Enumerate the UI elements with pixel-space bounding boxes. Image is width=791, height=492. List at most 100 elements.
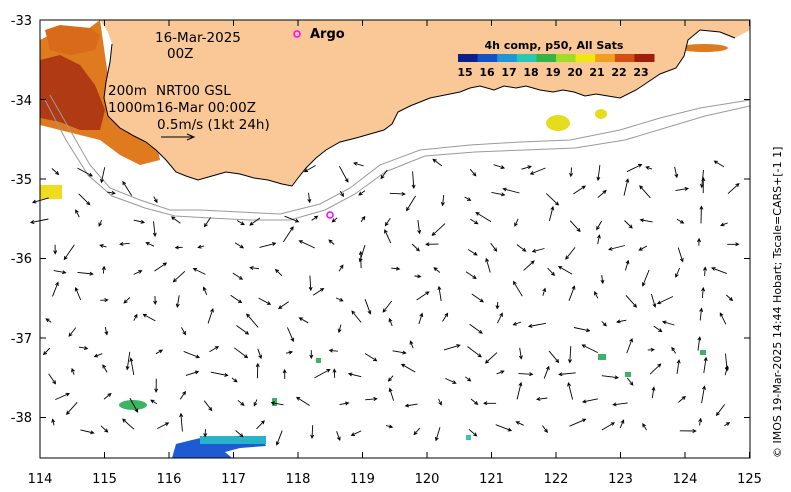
contour-200-label: 200m — [108, 83, 147, 99]
contour-1000m — [44, 99, 750, 221]
current-arrow — [387, 375, 394, 382]
current-arrow — [651, 386, 656, 399]
current-arrow — [699, 205, 704, 224]
current-arrow — [339, 190, 344, 198]
current-arrow — [101, 265, 106, 274]
current-arrow — [601, 375, 619, 380]
cbar-label-17: 17 — [501, 66, 516, 79]
current-arrow — [671, 346, 677, 354]
current-arrow — [608, 245, 626, 251]
current-arrow — [78, 346, 89, 351]
current-arrow — [125, 351, 131, 371]
current-arrow — [170, 216, 181, 224]
current-arrow — [42, 347, 51, 356]
current-arrow — [626, 164, 643, 173]
current-arrow — [699, 307, 704, 321]
x-tick-123: 123 — [608, 472, 633, 487]
current-arrow — [286, 350, 294, 355]
current-arrow — [133, 219, 146, 224]
current-arrow — [358, 190, 366, 196]
current-arrow — [465, 271, 477, 279]
current-arrow — [172, 270, 186, 283]
current-arrow — [282, 368, 287, 380]
current-arrow — [51, 418, 56, 426]
sst-yellow-east-2 — [595, 109, 607, 119]
current-arrow — [523, 260, 535, 271]
current-arrow — [518, 372, 534, 377]
x-tick-121: 121 — [479, 472, 504, 487]
current-arrow — [365, 396, 378, 401]
current-arrow — [257, 348, 263, 360]
argo-float[interactable] — [326, 211, 334, 219]
current-arrow — [65, 402, 78, 415]
current-arrow — [309, 350, 314, 360]
current-arrow — [468, 428, 478, 437]
current-arrow — [715, 404, 726, 417]
current-arrow — [337, 324, 342, 334]
current-arrow — [258, 297, 272, 305]
current-arrow — [514, 218, 519, 227]
current-arrow — [496, 370, 505, 375]
sst-yellow-west — [40, 185, 62, 199]
current-arrow — [624, 259, 630, 271]
colorbar-title: 4h comp, p50, All Sats — [485, 39, 624, 52]
credit-text: © IMOS 19-Mar-2025 14:44 Hobart; Tscale=… — [771, 147, 784, 458]
current-arrow — [675, 186, 689, 192]
current-arrow — [568, 285, 576, 301]
current-arrow — [303, 165, 316, 173]
x-axis-labels: 114 115 116 117 118 119 120 121 122 123 … — [28, 472, 762, 487]
current-arrow — [639, 218, 653, 223]
colorbar: 4h comp, p50, All Sats 15 16 17 18 19 20… — [457, 39, 655, 79]
current-arrow — [512, 280, 523, 297]
current-arrow — [445, 377, 457, 384]
current-arrow — [470, 218, 479, 225]
scale-arrow — [161, 133, 196, 141]
current-arrow — [543, 365, 550, 379]
current-arrow — [542, 287, 547, 296]
current-arrow — [298, 240, 315, 249]
current-arrow — [464, 196, 472, 201]
current-arrow — [512, 321, 522, 326]
current-arrow — [701, 286, 706, 299]
colorbar-swatch — [516, 54, 537, 62]
colorbar-swatch — [634, 54, 655, 62]
current-arrow — [154, 262, 168, 272]
current-arrow — [45, 318, 52, 323]
cbar-label-18: 18 — [523, 66, 538, 79]
current-arrow — [642, 423, 647, 431]
current-arrow — [203, 429, 208, 438]
current-arrow — [63, 244, 75, 261]
current-arrow — [502, 187, 520, 194]
sst-patch-west-core — [40, 55, 105, 130]
current-arrow — [275, 430, 283, 446]
current-arrow — [701, 385, 706, 404]
current-arrow — [713, 160, 725, 168]
current-arrow — [703, 266, 708, 276]
current-arrow — [573, 185, 586, 195]
current-arrow — [677, 247, 684, 263]
current-arrow — [284, 215, 300, 223]
current-arrow — [249, 265, 260, 270]
current-arrow — [727, 183, 740, 194]
current-arrow — [417, 219, 422, 235]
current-arrow — [339, 165, 349, 183]
current-arrow — [314, 369, 331, 379]
current-arrow — [597, 189, 607, 199]
current-arrow — [55, 392, 71, 401]
cbar-label-22: 22 — [611, 66, 626, 79]
current-arrow — [438, 398, 442, 406]
current-arrow — [53, 270, 67, 275]
current-arrow — [350, 430, 362, 436]
current-arrow — [442, 312, 449, 322]
current-arrow — [48, 373, 57, 385]
current-arrow — [185, 370, 200, 376]
current-arrow — [236, 325, 250, 335]
current-arrow — [724, 422, 731, 427]
current-arrow — [80, 429, 95, 435]
colorbar-swatch — [536, 54, 557, 62]
current-arrow — [495, 301, 500, 310]
colorbar-swatch — [614, 54, 635, 62]
y-tick-36: -36 — [11, 252, 32, 267]
current-arrow — [155, 349, 164, 355]
